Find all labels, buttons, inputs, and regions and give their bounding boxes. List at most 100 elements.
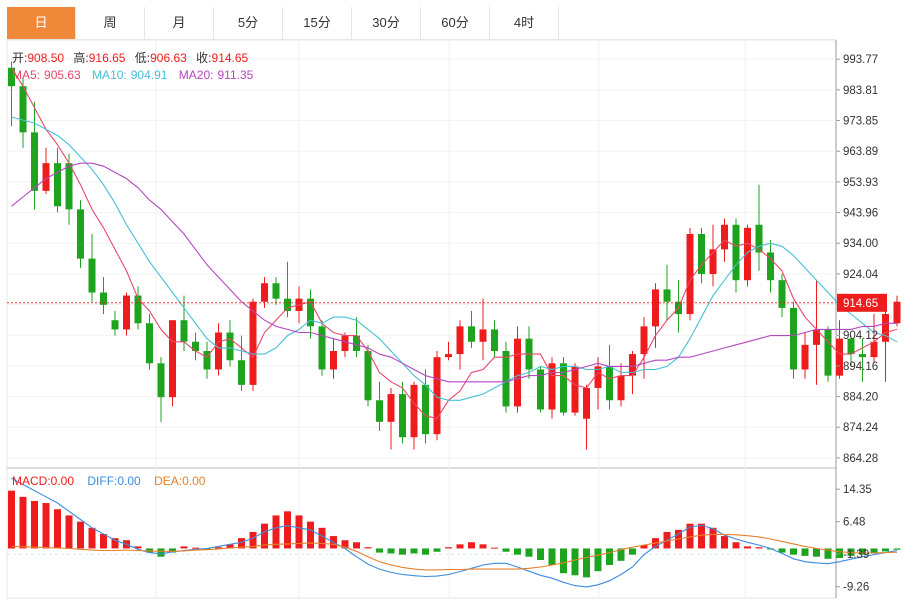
- candle-body: [433, 357, 441, 435]
- macd-tick-label: -9.26: [843, 582, 869, 594]
- period-tab-bar: 日周月 5分 15分 30分 60分 4时: [7, 7, 836, 40]
- tab-7[interactable]: 4时: [490, 7, 559, 39]
- candle-body: [100, 292, 107, 305]
- high-label: 高:: [73, 50, 88, 65]
- tab-3[interactable]: 5分: [214, 7, 283, 39]
- tab-1[interactable]: 周: [76, 7, 145, 39]
- candle-body: [548, 363, 556, 410]
- price-tick-label: 973.85: [843, 116, 878, 128]
- diff-line: [11, 477, 898, 588]
- macd-bar: [376, 548, 383, 553]
- price-tick-label: 983.81: [843, 85, 878, 97]
- tab-5[interactable]: 30分: [352, 7, 421, 39]
- macd-bar: [606, 548, 613, 565]
- candle-body: [744, 227, 751, 281]
- diff-value: 0.00: [117, 474, 141, 488]
- moving-average-lines: [11, 67, 898, 420]
- candle-body: [537, 369, 544, 410]
- open-value: 908.50: [27, 51, 64, 65]
- macd-bar: [583, 548, 590, 578]
- macd-bar: [686, 523, 694, 549]
- candle-body: [8, 67, 15, 87]
- candle-body: [778, 280, 786, 308]
- price-tick-label: 904.12: [843, 330, 878, 342]
- ma20-value: 911.35: [217, 68, 253, 82]
- candle-body: [123, 295, 130, 330]
- candle-body: [732, 224, 740, 281]
- candle-body: [663, 289, 671, 302]
- price-tick-label: 963.89: [843, 146, 878, 158]
- price-tick-label: 953.93: [843, 177, 878, 189]
- ma20-label: MA20:: [179, 68, 214, 82]
- macd-bar: [537, 548, 544, 561]
- price-tick-label: 874.24: [843, 422, 879, 434]
- candle-body: [111, 320, 119, 330]
- macd-bar: [617, 548, 625, 561]
- candle-body: [31, 132, 38, 191]
- macd-bar: [226, 544, 234, 549]
- candle-body: [157, 363, 165, 398]
- candle-body: [617, 375, 625, 401]
- candle-body: [353, 335, 360, 351]
- candle-body: [686, 233, 694, 315]
- candle-body: [364, 350, 372, 401]
- ma10-value: 904.91: [131, 68, 168, 82]
- candle-body: [226, 332, 234, 361]
- tab-0[interactable]: 日: [7, 7, 76, 39]
- dea-value: 0.00: [182, 474, 206, 488]
- macd-bar: [203, 548, 211, 550]
- candle-body: [146, 323, 153, 364]
- tab-4[interactable]: 15分: [283, 7, 352, 39]
- macd-bar: [238, 538, 245, 549]
- candle-body: [847, 338, 855, 355]
- macd-bar: [19, 496, 27, 549]
- ma10-label: MA10:: [92, 68, 127, 82]
- macd-value: 0.00: [51, 474, 75, 488]
- dea-line: [11, 533, 898, 571]
- macd-bar: [410, 548, 418, 554]
- macd-bar: [134, 546, 142, 549]
- candle-body: [882, 314, 889, 342]
- candle-body: [284, 298, 291, 311]
- macd-bar: [456, 544, 464, 549]
- candle-body: [479, 329, 487, 342]
- macd-bar: [157, 548, 165, 557]
- macd-bar: [893, 548, 901, 550]
- macd-bar: [307, 521, 314, 549]
- candle-body: [54, 163, 61, 207]
- macd-bar: [502, 548, 510, 552]
- macd-bar: [836, 548, 843, 558]
- price-tick-label: 924.04: [843, 269, 879, 281]
- macd-bar: [514, 548, 521, 555]
- macd-bar: [491, 547, 498, 549]
- macd-bar: [548, 548, 556, 565]
- ma20-line: [11, 162, 897, 383]
- macd-bar: [387, 548, 395, 554]
- macd-bar: [8, 490, 15, 549]
- candle-body: [215, 332, 222, 370]
- macd-bar: [629, 548, 636, 555]
- macd-bar: [88, 527, 96, 549]
- candle-body: [272, 283, 280, 299]
- macd-bar: [709, 527, 717, 549]
- candle-body: [491, 329, 498, 351]
- candle-body: [468, 326, 475, 342]
- ma5-label: MA5:: [12, 68, 40, 82]
- macd-bar: [525, 548, 533, 557]
- candlestick-series: [8, 61, 901, 450]
- candle-body: [387, 394, 395, 422]
- ma10-line: [11, 116, 898, 401]
- candle-body: [330, 350, 337, 370]
- candle-body: [514, 338, 521, 407]
- price-tick-label: 934.00: [843, 238, 878, 250]
- candle-body: [422, 384, 429, 435]
- candle-body: [307, 298, 314, 327]
- macd-bar: [249, 531, 257, 549]
- macd-bar: [422, 548, 429, 555]
- candle-body: [560, 363, 567, 413]
- candle-body: [859, 354, 866, 358]
- macd-bar: [399, 548, 406, 555]
- macd-bar: [778, 548, 786, 553]
- tab-6[interactable]: 60分: [421, 7, 490, 39]
- tab-2[interactable]: 月: [145, 7, 214, 39]
